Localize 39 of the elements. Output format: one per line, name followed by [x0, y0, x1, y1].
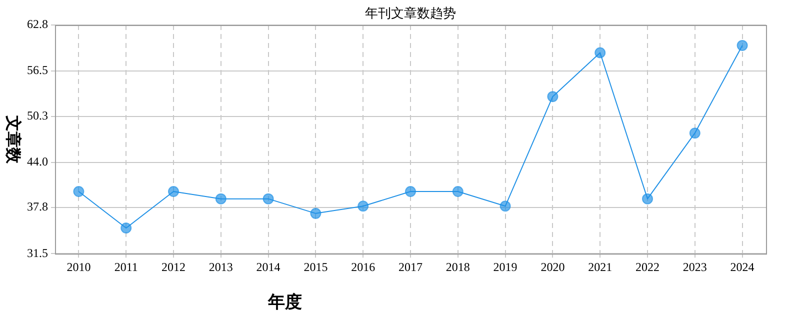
point — [689, 128, 700, 139]
x-tick-label: 2016 — [351, 260, 376, 274]
x-tick-label: 2011 — [114, 260, 138, 274]
point — [168, 186, 179, 198]
point — [594, 47, 606, 58]
x-tick-label: 2018 — [446, 260, 470, 274]
y-tick-label: 62.8 — [27, 17, 48, 32]
point — [642, 193, 653, 204]
x-axis-title: 年度 — [267, 292, 302, 312]
x-tick-label: 2013 — [208, 260, 233, 274]
x-tick-label: 2017 — [398, 260, 422, 274]
y-tick-label: 44.0 — [27, 154, 48, 168]
point — [358, 200, 369, 212]
point — [547, 91, 558, 102]
chart-title: 年刊文章数趋势 — [365, 5, 456, 20]
x-tick-label: 2019 — [493, 260, 518, 274]
y-tick-label: 37.8 — [27, 200, 48, 214]
y-axis-title: 文章数 — [4, 114, 22, 164]
x-tick-label: 2024 — [730, 260, 754, 274]
x-tick-label: 2014 — [256, 260, 280, 274]
y-tick-label: 50.3 — [27, 108, 48, 122]
point — [736, 40, 748, 51]
x-tick-label: 2015 — [304, 260, 328, 274]
point — [215, 193, 226, 204]
point — [73, 186, 84, 198]
x-tick-label: 2022 — [636, 260, 660, 274]
x-tick-label: 2020 — [540, 260, 565, 274]
x-tick-label: 2010 — [66, 260, 91, 274]
x-tick-label: 2012 — [162, 260, 186, 274]
point — [500, 200, 511, 212]
point — [310, 208, 322, 219]
point — [452, 186, 464, 198]
y-tick-label: 56.5 — [27, 63, 48, 78]
y-tick-label: 31.5 — [27, 246, 48, 260]
x-tick-label: 2021 — [588, 260, 612, 274]
x-tick-label: 2023 — [682, 260, 707, 274]
point — [262, 193, 274, 204]
point — [405, 186, 416, 198]
point — [120, 222, 132, 234]
